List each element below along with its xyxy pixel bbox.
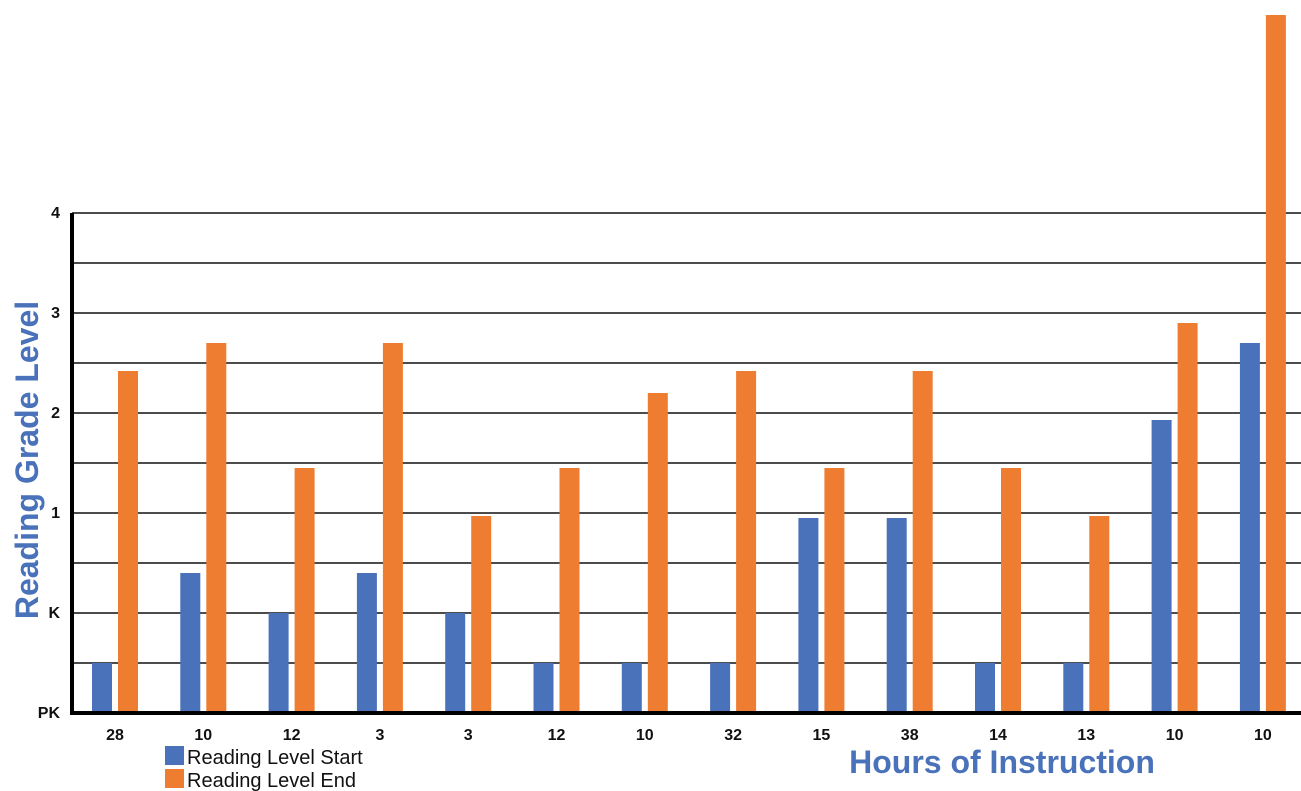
bar-end	[1177, 323, 1198, 713]
y-tick-label: 1	[51, 505, 60, 522]
legend-label-end: Reading Level End	[187, 770, 356, 791]
x-tick-label: 13	[1077, 727, 1095, 744]
bar-end	[1089, 516, 1110, 713]
bar-end	[1265, 15, 1286, 713]
legend-swatch-start	[165, 746, 184, 765]
x-tick-label: 10	[636, 727, 654, 744]
x-tick-label: 28	[106, 727, 124, 744]
bar-start	[710, 663, 731, 713]
bar-start	[533, 663, 554, 713]
x-tick-label: 10	[194, 727, 212, 744]
bar-end	[647, 393, 668, 713]
bar-end	[824, 468, 845, 713]
bar-start	[1239, 343, 1260, 713]
bar-start	[886, 518, 907, 713]
bar-end	[471, 516, 492, 713]
legend-label-start: Reading Level Start	[187, 747, 363, 769]
x-tick-label: 12	[283, 727, 301, 744]
bar-end	[382, 343, 403, 713]
bar-end	[206, 343, 227, 713]
bar-end	[912, 371, 933, 713]
x-tick-label: 10	[1254, 727, 1272, 744]
x-tick-label: 14	[989, 727, 1007, 744]
x-tick-label: 3	[375, 727, 384, 744]
bar-start	[798, 518, 819, 713]
y-tick-label: K	[48, 605, 60, 622]
x-tick-label: 3	[464, 727, 473, 744]
bar-start	[621, 663, 642, 713]
legend: Reading Level Start Reading Level End	[165, 746, 363, 791]
y-tick-label: 3	[51, 305, 60, 322]
bar-end	[736, 371, 757, 713]
x-axis-label: Hours of Instruction	[849, 744, 1155, 780]
gridlines	[72, 212, 1301, 664]
x-tick-label: 15	[813, 727, 831, 744]
legend-swatch-end	[165, 769, 184, 788]
bar-end	[294, 468, 315, 713]
bar-start	[1151, 420, 1172, 713]
x-tick-label: 38	[901, 727, 919, 744]
bar-start	[1063, 663, 1084, 713]
bar-start	[268, 613, 289, 713]
y-tick-label: 4	[51, 205, 60, 222]
bars	[92, 15, 1286, 713]
bar-end	[118, 371, 138, 713]
x-tick-label: 12	[548, 727, 566, 744]
bar-start	[92, 663, 112, 713]
y-tick-labels: 4 3 2 1 K PK	[38, 205, 61, 722]
x-tick-labels: 28 10 12 3 3 12 10 32 15 38 14 13 10 10	[106, 727, 1272, 744]
bar-start	[975, 663, 995, 713]
y-axis-label: Reading Grade Level	[9, 301, 45, 619]
bar-end	[1001, 468, 1021, 713]
y-tick-label: 2	[51, 405, 60, 422]
x-tick-label: 10	[1166, 727, 1184, 744]
x-tick-label: 32	[724, 727, 742, 744]
bar-end	[559, 468, 580, 713]
bar-start	[445, 613, 466, 713]
bar-start	[356, 573, 377, 713]
y-tick-label: PK	[38, 705, 61, 722]
bar-start	[180, 573, 201, 713]
